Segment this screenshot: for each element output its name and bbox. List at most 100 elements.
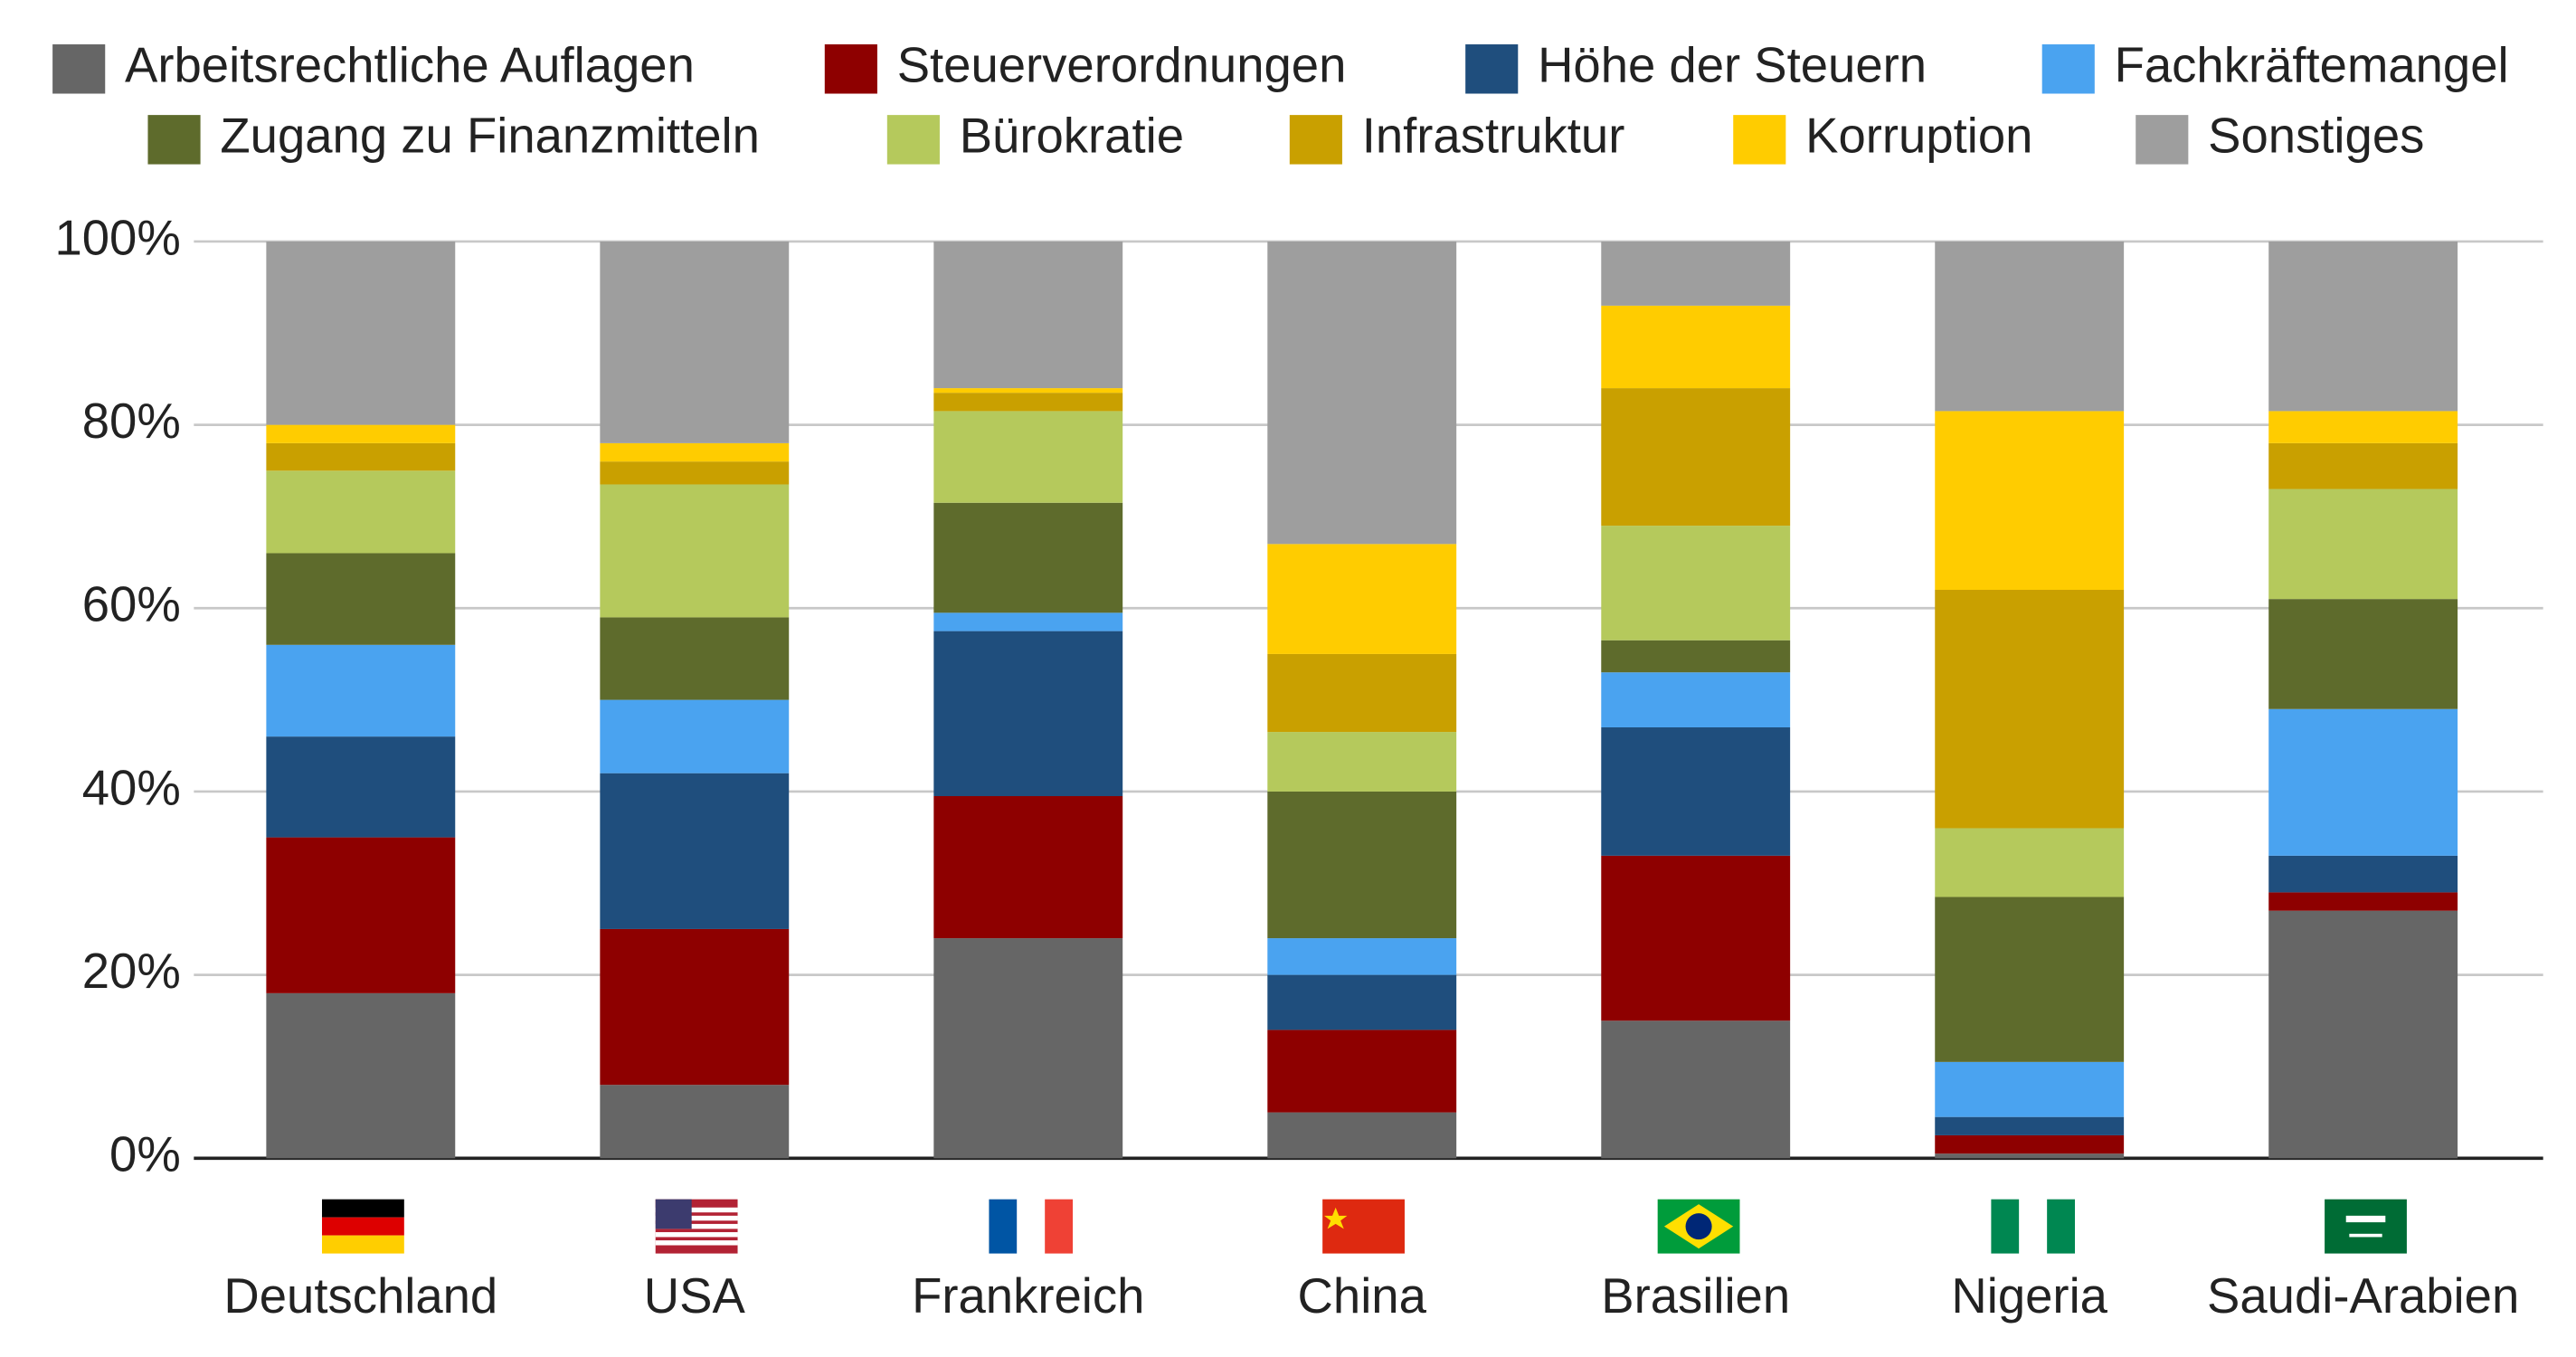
flag-nigeria [1991,1199,2076,1254]
bar-segment [600,484,790,618]
legend-swatch [147,115,201,165]
bar-segment [600,442,790,462]
bar-segment [2268,241,2458,412]
legend-label: Korruption [1805,109,2032,164]
bar-segment [1601,727,1791,856]
bar-segment [1601,672,1791,728]
bar-segment [266,241,456,425]
bar-segment [1267,938,1457,975]
bar-segment [266,442,456,471]
x-tick-label: Deutschland [223,1268,497,1324]
bar-segment [600,699,790,773]
bar-segment [2268,855,2458,893]
bar-segment [1601,526,1791,641]
bar-segment [933,388,1123,394]
legend-label: Arbeitsrechtliche Auflagen [125,38,695,93]
legend-swatch [52,44,106,94]
bar-segment [266,470,456,554]
flag-france [989,1199,1074,1254]
bar-segment [600,1085,790,1159]
bar-segment [933,393,1123,412]
x-tick-label: Saudi-Arabien [2207,1268,2519,1324]
bar-segment [933,796,1123,939]
legend-swatch [2041,44,2095,94]
bar-segment [933,612,1123,631]
bar-segment [1267,732,1457,792]
x-tick-label: Nigeria [1951,1268,2107,1324]
bar-segment [1935,1134,2125,1154]
x-tick-label: Frankreich [912,1268,1144,1324]
bar-segment [1601,388,1791,527]
bar-segment [933,241,1123,389]
bar-segment [1935,1153,2125,1159]
flag-usa [655,1199,738,1254]
bar-segment [266,644,456,737]
bar-segment [1267,1112,1457,1159]
bar-segment [1601,305,1791,389]
bar-segment [2268,411,2458,443]
bar-segment [2268,708,2458,856]
y-tick-label: 40% [82,760,181,815]
legend-swatch [1465,44,1519,94]
bar-segment [1267,544,1457,654]
y-tick-label: 20% [82,944,181,999]
flag-saudi [2325,1199,2407,1254]
x-tick-label: China [1298,1268,1427,1324]
bar-segment [1267,974,1457,1030]
bar-segment [1267,653,1457,733]
bar-segment [1935,897,2125,1062]
bar-segment [933,631,1123,797]
y-tick-label: 0% [109,1127,181,1182]
bar-segment [2268,442,2458,489]
legend-swatch [2136,115,2189,165]
y-tick-label: 60% [82,577,181,632]
legend-label: Sonstiges [2208,109,2424,164]
flags [322,1199,2407,1254]
x-tick-label: Brasilien [1601,1268,1790,1324]
bar-segment [1935,411,2125,591]
bar-segment [2268,599,2458,709]
flag-brazil [1657,1199,1740,1254]
bar-segment [1601,241,1791,306]
legend-label: Höhe der Steuern [1538,38,1927,93]
bar-segment [1601,855,1791,1021]
bar-segment [266,736,456,838]
x-tick-label: USA [644,1268,746,1324]
legend-label: Steuerverordnungen [897,38,1347,93]
flag-china [1322,1199,1405,1254]
bar-segment [933,411,1123,503]
bar-segment [1601,1020,1791,1159]
legend-label: Bürokratie [960,109,1184,164]
bar-segment [2268,910,2458,1159]
bar-segment [933,938,1123,1159]
y-tick-label: 100% [54,210,180,265]
y-tick-label: 80% [82,394,181,449]
bar-segment [1935,590,2125,829]
bar-segment [266,837,456,993]
legend-label: Fachkräftemangel [2115,38,2509,93]
bar-segment [600,773,790,929]
legend-swatch [824,44,877,94]
bar-segment [1935,1116,2125,1135]
flag-germany [322,1199,404,1254]
legend-label: Infrastruktur [1362,109,1625,164]
legend-label: Zugang zu Finanzmitteln [220,109,760,164]
bar-segment [600,461,790,485]
bar-segment [266,992,456,1159]
bar-segment [2268,489,2458,600]
bar-segment [1935,1061,2125,1117]
bar-segment [2268,892,2458,911]
legend-swatch [886,115,940,165]
legend-swatch [1733,115,1786,165]
bar-segment [266,424,456,443]
bar-segment [600,241,790,443]
bar-segment [1935,828,2125,897]
bar-segment [1267,1030,1457,1113]
bar-segment [600,617,790,700]
bar-segment [933,502,1123,613]
bar-segment [266,553,456,645]
bar-segment [1935,241,2125,412]
bar-segment [600,928,790,1086]
